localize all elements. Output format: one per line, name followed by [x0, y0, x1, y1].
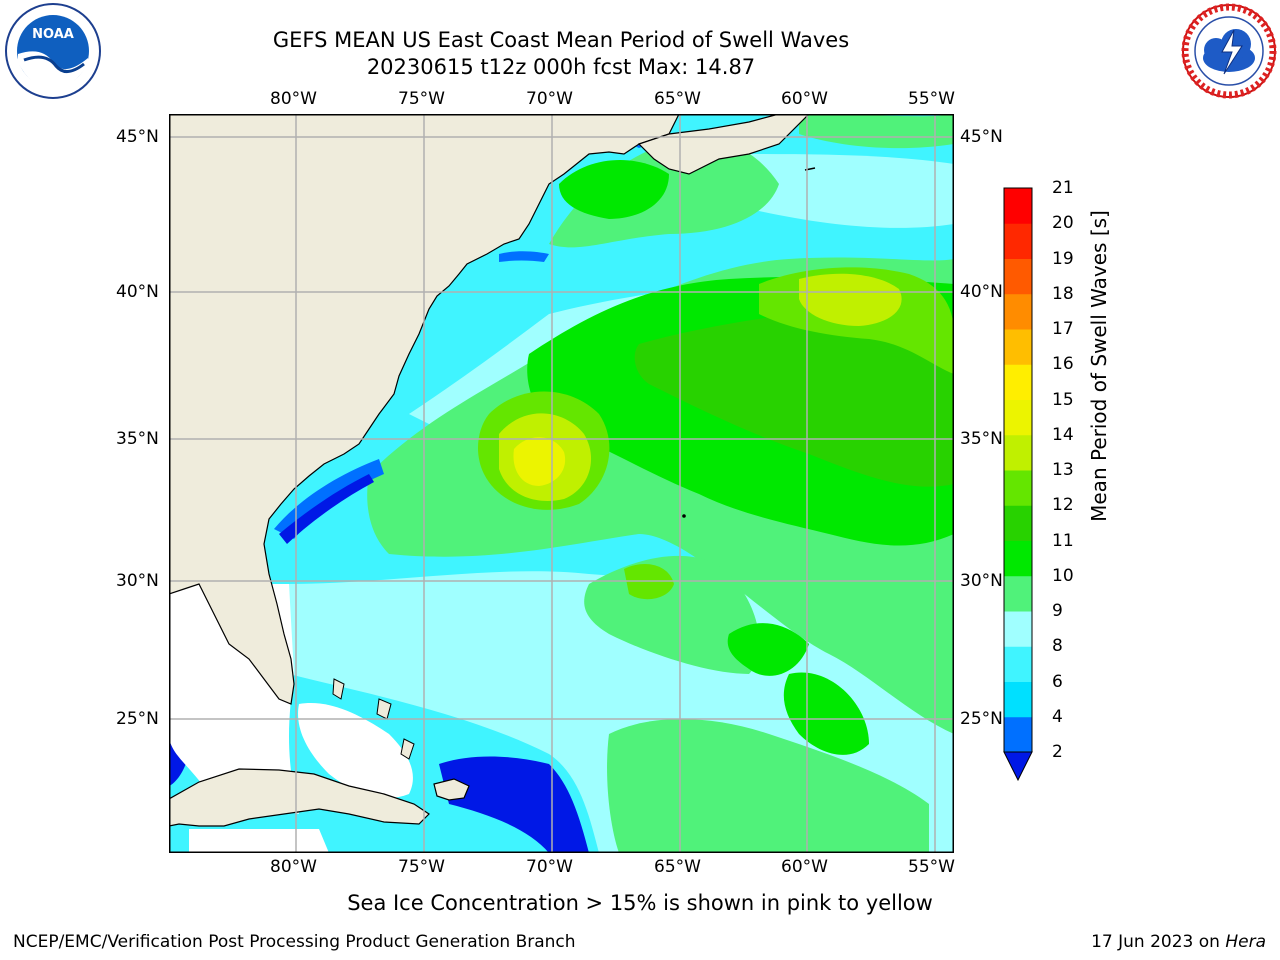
colorbar-tick-label: 2 [1052, 742, 1063, 762]
colorbar-tick-label: 11 [1052, 530, 1074, 551]
colorbar [1000, 186, 1040, 786]
colorbar-label-box: Mean Period of Swell Waves [s] [1086, 186, 1112, 756]
lat-label-left-25n: 25°N [116, 709, 159, 729]
lon-label-top-65w: 65°W [654, 89, 701, 109]
colorbar-tick-label: 9 [1052, 601, 1063, 621]
colorbar-tick-label: 13 [1052, 460, 1074, 480]
lon-label-top-55w: 55°W [908, 89, 955, 109]
nws-logo [1178, 2, 1280, 100]
map-border [169, 114, 954, 853]
colorbar-swatches [1003, 187, 1033, 782]
colorbar-tick-label: 19 [1052, 248, 1074, 269]
colorbar-swatch [1004, 716, 1032, 753]
colorbar-swatch [1004, 329, 1032, 365]
colorbar-tick-label: 8 [1052, 636, 1063, 657]
colorbar-tick-label: 6 [1052, 671, 1063, 692]
period-11-12-fill [634, 303, 954, 487]
hispaniola-land [433, 778, 470, 801]
lat-label-left-45n: 45°N [116, 127, 159, 147]
colorbar-swatch [1004, 293, 1032, 330]
lat-label-right-30n: 30°N [960, 571, 1003, 591]
nova-scotia-land [637, 113, 811, 175]
colorbar-tick-label: 10 [1052, 565, 1074, 586]
lon-label-bottom-70w: 70°W [526, 857, 573, 877]
colorbar-tick-label: 20 [1052, 213, 1074, 234]
lat-label-left-30n: 30°N [116, 571, 159, 591]
colorbar-tick-label: 21 [1052, 178, 1074, 198]
branch-credit: NCEP/EMC/Verification Post Processing Pr… [13, 932, 576, 952]
colorbar-swatch [1004, 540, 1032, 577]
colorbar-tick-labels: 2 4 6 8 9 10 11 12 13 14 15 16 17 18 19 20 21 [1052, 178, 1092, 763]
colorbar-tick-label: 15 [1052, 389, 1074, 410]
swell-period-map [168, 113, 954, 853]
lon-label-bottom-65w: 65°W [654, 857, 701, 877]
colorbar-tick-label: 12 [1052, 495, 1074, 516]
colorbar-tick-label: 17 [1052, 319, 1074, 339]
colorbar-frame [1003, 187, 1033, 753]
lon-label-bottom-75w: 75°W [398, 857, 445, 877]
lat-label-left-35n: 35°N [116, 429, 159, 449]
lon-label-bottom-55w: 55°W [908, 857, 955, 877]
colorbar-swatch [1004, 505, 1032, 541]
colorbar-label: Mean Period of Swell Waves [s] [1087, 210, 1111, 522]
colorbar-swatch [1004, 188, 1032, 224]
generated-date: 17 Jun 2023 on Hera [1091, 932, 1266, 952]
lon-label-top-80w: 80°W [270, 89, 317, 109]
lon-label-top-70w: 70°W [526, 89, 573, 109]
colorbar-tick-label: 16 [1052, 354, 1074, 375]
noaa-logo: NOAA [2, 2, 104, 100]
chart-title-line1: GEFS MEAN US East Coast Mean Period of S… [272, 28, 850, 52]
colorbar-swatch [1004, 434, 1032, 471]
colorbar-swatch [1004, 399, 1032, 436]
lat-label-right-40n: 40°N [960, 282, 1003, 302]
sea-ice-note: Sea Ice Concentration > 15% is shown in … [347, 891, 933, 915]
colorbar-tick-label: 18 [1052, 283, 1074, 304]
lat-label-right-35n: 35°N [960, 429, 1003, 449]
bermuda-island [682, 514, 686, 518]
colorbar-swatch [1004, 646, 1032, 682]
colorbar-tick-label: 14 [1052, 424, 1074, 445]
lat-label-right-25n: 25°N [960, 709, 1003, 729]
colorbar-swatch [1004, 223, 1032, 259]
lon-label-bottom-80w: 80°W [270, 857, 317, 877]
lon-label-top-75w: 75°W [398, 89, 445, 109]
colorbar-tick-label: 4 [1052, 706, 1063, 727]
colorbar-swatch [1004, 575, 1032, 612]
lat-label-left-40n: 40°N [116, 282, 159, 302]
cuba-land [168, 768, 430, 827]
colorbar-swatch [1004, 364, 1032, 400]
lon-label-top-60w: 60°W [781, 89, 828, 109]
generated-host: Hera [1225, 932, 1266, 952]
map-gridlines [169, 114, 954, 853]
lat-label-right-45n: 45°N [960, 127, 1003, 147]
generated-date-text: 17 Jun 2023 on [1091, 932, 1226, 952]
chart-title-line2: 20230615 t12z 000h fcst Max: 14.87 [366, 55, 756, 79]
colorbar-swatch [1004, 470, 1032, 506]
svg-text:NOAA: NOAA [32, 27, 74, 42]
colorbar-swatch [1004, 611, 1032, 647]
colorbar-under-arrow [1003, 751, 1033, 782]
lon-label-bottom-60w: 60°W [781, 857, 828, 877]
colorbar-swatch [1004, 681, 1032, 718]
colorbar-swatch [1004, 258, 1032, 295]
